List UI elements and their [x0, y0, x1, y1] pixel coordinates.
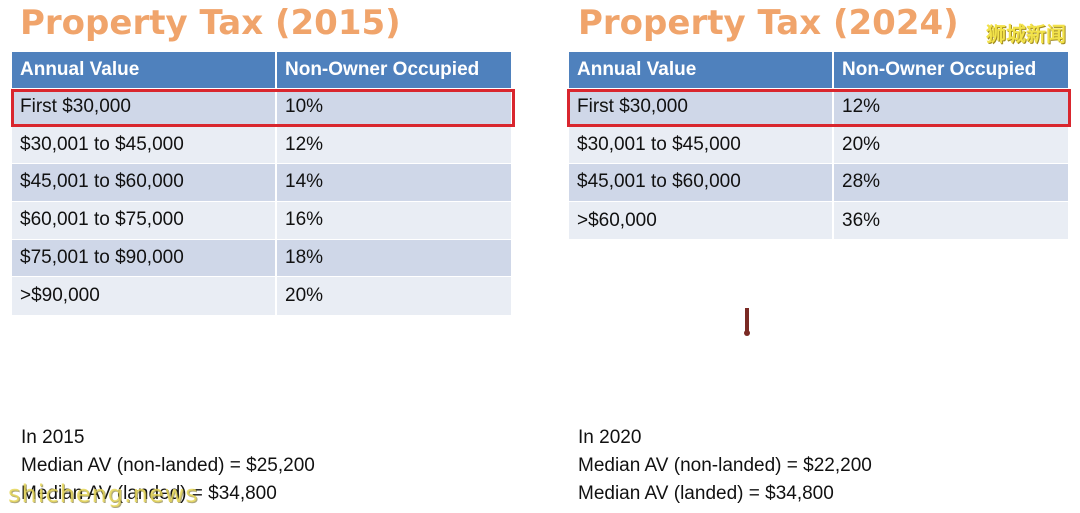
note-median-non-landed: Median AV (non-landed) = $25,200 — [21, 455, 315, 476]
cell-annual-value: $30,001 to $45,000 — [12, 125, 277, 164]
title-2015: Property Tax (2015) — [20, 3, 401, 43]
table-row: $60,001 to $75,000 16% — [12, 200, 513, 240]
header-annual-value: Annual Value — [12, 52, 277, 88]
notes-2020: In 2020 Median AV (non-landed) = $22,200… — [578, 424, 872, 508]
cell-annual-value: First $30,000 — [569, 87, 834, 126]
table-row: >$90,000 20% — [12, 276, 513, 315]
cell-rate: 20% — [833, 125, 1070, 164]
table-row: $30,001 to $45,000 12% — [12, 125, 513, 164]
table-row: First $30,000 12% — [569, 87, 1070, 126]
note-year: In 2015 — [21, 427, 85, 448]
cell-rate: 10% — [276, 87, 513, 126]
cell-annual-value: >$60,000 — [569, 200, 834, 240]
note-median-non-landed: Median AV (non-landed) = $22,200 — [578, 455, 872, 476]
table-row: $30,001 to $45,000 20% — [569, 125, 1070, 164]
tax-table-2024: Annual Value Non-Owner Occupied First $3… — [569, 52, 1070, 240]
tax-table-2015: Annual Value Non-Owner Occupied First $3… — [12, 52, 513, 315]
note-median-landed: Median AV (landed) = $34,800 — [21, 483, 277, 504]
header-annual-value: Annual Value — [569, 52, 834, 88]
cell-annual-value: $60,001 to $75,000 — [12, 200, 277, 240]
cell-annual-value: $45,001 to $60,000 — [569, 163, 834, 202]
cell-rate: 12% — [833, 87, 1070, 126]
cell-rate: 36% — [833, 200, 1070, 240]
cell-rate: 14% — [276, 163, 513, 202]
watermark-top-right: 狮城新闻 — [986, 22, 1066, 46]
cell-rate: 20% — [276, 276, 513, 315]
table-row: $45,001 to $60,000 28% — [569, 163, 1070, 202]
header-non-owner-occupied: Non-Owner Occupied — [276, 52, 513, 88]
cell-rate: 12% — [276, 125, 513, 164]
cell-annual-value: $75,001 to $90,000 — [12, 238, 277, 277]
table-row: First $30,000 10% — [12, 87, 513, 126]
note-median-landed: Median AV (landed) = $34,800 — [578, 483, 834, 504]
cell-rate: 18% — [276, 238, 513, 277]
note-year: In 2020 — [578, 427, 642, 448]
exclamation-mark-icon — [744, 308, 750, 336]
watermark-bottom-left: shicheng.news — [8, 480, 199, 508]
cell-annual-value: $30,001 to $45,000 — [569, 125, 834, 164]
cell-rate: 16% — [276, 200, 513, 240]
cell-rate: 28% — [833, 163, 1070, 202]
notes-2015: In 2015 Median AV (non-landed) = $25,200… — [21, 424, 315, 508]
title-2024: Property Tax (2024) — [578, 3, 959, 43]
table-header-row: Annual Value Non-Owner Occupied — [12, 52, 513, 88]
cell-annual-value: First $30,000 — [12, 87, 277, 126]
header-non-owner-occupied: Non-Owner Occupied — [833, 52, 1070, 88]
table-header-row: Annual Value Non-Owner Occupied — [569, 52, 1070, 88]
cell-annual-value: $45,001 to $60,000 — [12, 163, 277, 202]
table-row: $75,001 to $90,000 18% — [12, 238, 513, 277]
cell-annual-value: >$90,000 — [12, 276, 277, 315]
table-row: >$60,000 36% — [569, 200, 1070, 240]
table-row: $45,001 to $60,000 14% — [12, 163, 513, 202]
